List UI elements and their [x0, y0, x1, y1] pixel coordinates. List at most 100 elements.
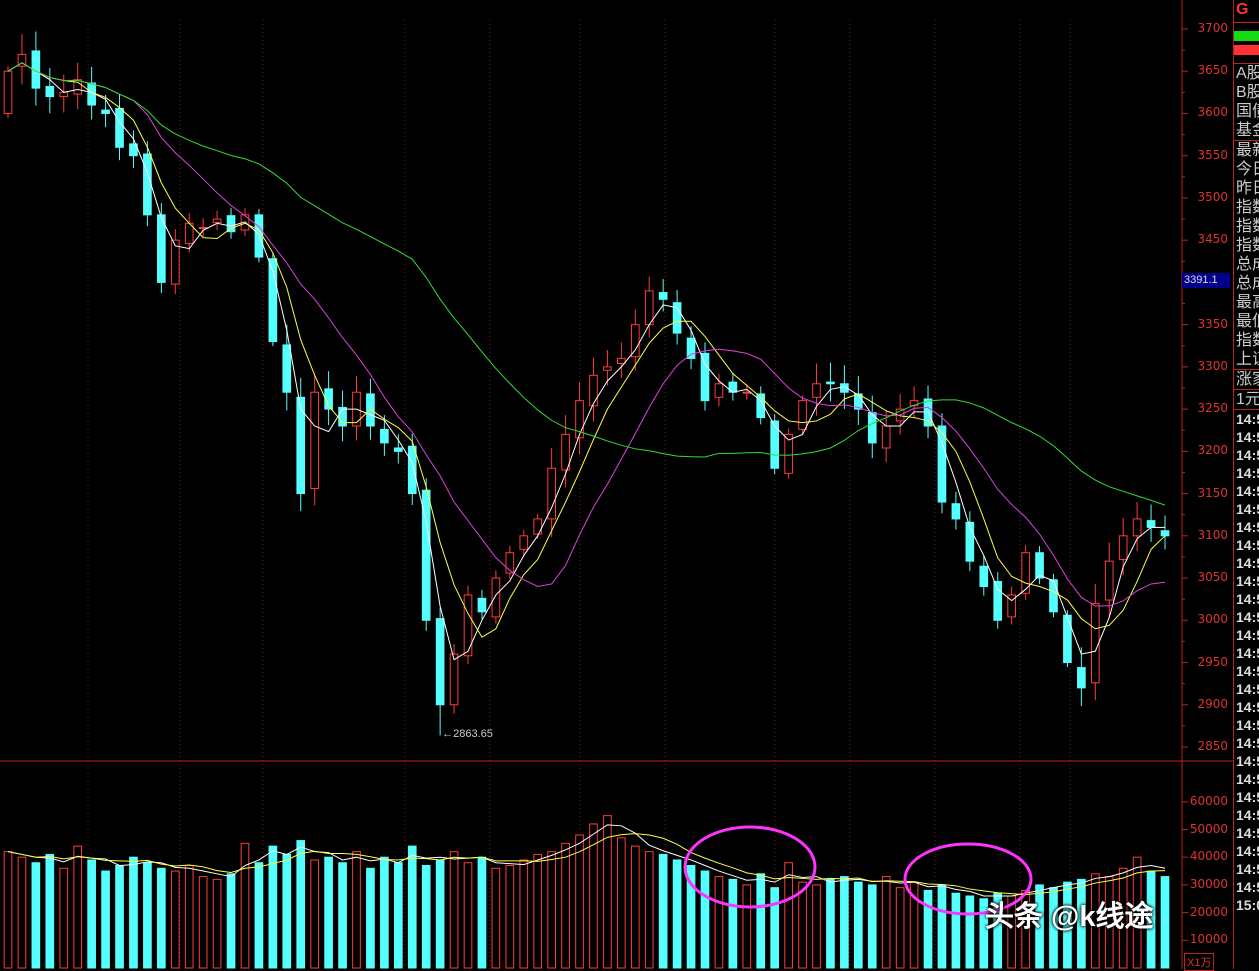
volume-bar [115, 865, 124, 969]
green-bar [1234, 31, 1259, 41]
side-time: 14:5 [1236, 771, 1259, 787]
side-row-label: 总成 [1236, 275, 1259, 292]
price-tick-label: 2950 [1197, 654, 1228, 669]
moving-averages [7, 62, 1166, 661]
candle-down [282, 344, 292, 393]
price-tick-label: 3050 [1197, 570, 1228, 585]
price-tick-label: 3150 [1197, 485, 1228, 500]
candle-up [59, 91, 69, 98]
side-time: 14:5 [1236, 465, 1259, 481]
volume-bar [533, 853, 543, 969]
volume-bar [240, 842, 250, 969]
volume-bar [435, 859, 445, 969]
price-tick-label: 3700 [1197, 21, 1228, 35]
candle-down [366, 393, 375, 427]
volume-bar [1132, 856, 1142, 969]
candle-down [115, 107, 124, 148]
candle-up [73, 79, 83, 95]
volume-bar [728, 878, 738, 969]
candle-up [784, 433, 793, 474]
side-header: G [1234, 0, 1259, 23]
volume-bar [714, 876, 724, 969]
side-time: 14:5 [1236, 447, 1259, 463]
volume-bar [1035, 884, 1044, 969]
volume-bar [1160, 876, 1170, 969]
side-row-label: 最低 [1236, 313, 1259, 330]
side-time: 14:5 [1236, 861, 1259, 877]
side-row-label: 国债 [1236, 103, 1259, 120]
candle-up [533, 518, 543, 535]
ma-line-5 [7, 62, 1166, 638]
candle-down [951, 503, 961, 520]
volume-bar [477, 856, 487, 969]
volume-bar [59, 867, 69, 969]
side-row-label: 1元 [1234, 389, 1259, 408]
candle-down [254, 214, 264, 258]
price-tick-label: 2850 [1197, 739, 1228, 753]
volume-bar [867, 884, 877, 969]
candle-down [728, 381, 738, 393]
side-time: 14:5 [1236, 483, 1259, 499]
side-time: 14:5 [1236, 609, 1259, 625]
candle-down [129, 143, 138, 157]
volume-bar [282, 853, 292, 969]
volume-bar [212, 878, 222, 969]
candle-down [770, 420, 780, 469]
candle-up [1118, 535, 1128, 560]
volume-bar [1118, 867, 1128, 969]
volume-tick-label: 30000 [1189, 876, 1228, 891]
volume-bar [352, 851, 361, 969]
price-tick-label: 3300 [1197, 358, 1228, 373]
candle-up [909, 400, 919, 407]
volume-ma-line [7, 824, 1166, 897]
volume-ma-line [7, 833, 1166, 896]
candle-up [575, 400, 584, 439]
red-bar [1234, 45, 1259, 55]
axis-ticks [1182, 28, 1188, 941]
candle-down [31, 50, 41, 89]
volume-bar [296, 840, 306, 969]
volume-bar [965, 895, 975, 969]
volume-bar [310, 859, 320, 969]
candle-down [658, 292, 668, 300]
volume-bar [895, 887, 905, 969]
volume-bar [575, 834, 584, 969]
candle-up [198, 227, 208, 230]
volume-unit-label: X1万 [1184, 953, 1215, 971]
side-time: 14:5 [1236, 627, 1259, 643]
volume-tick-label: 40000 [1189, 849, 1228, 864]
volume-bar [756, 873, 766, 969]
volume-bar [268, 845, 278, 969]
volume-bar [338, 862, 347, 969]
candle-up [310, 391, 320, 490]
volume-bar [672, 859, 682, 969]
side-time: 14:5 [1236, 663, 1259, 679]
candle-down [979, 565, 989, 588]
candle-up [603, 366, 612, 371]
volume-bar [17, 856, 27, 969]
candle-down [937, 425, 947, 503]
candle-down [477, 597, 487, 613]
candle-up [505, 552, 515, 574]
watermark: 头条 @k线途 [985, 901, 1154, 933]
side-time: 14:5 [1236, 789, 1259, 805]
candle-up [742, 391, 752, 394]
volume-bar [449, 851, 459, 969]
volume-bar [603, 815, 612, 969]
candle-down [686, 337, 696, 359]
price-tick-label: 3600 [1197, 105, 1228, 120]
candle-down [143, 153, 152, 216]
volume-bar [157, 867, 166, 969]
volume-bar [1090, 873, 1100, 969]
candle-down [226, 215, 236, 233]
candle-down [1160, 530, 1170, 537]
candle-down [672, 302, 682, 334]
side-time: 14:5 [1236, 843, 1259, 859]
volume-bar [644, 851, 654, 969]
price-tick-label: 2900 [1197, 696, 1228, 711]
price-tick-label: 3250 [1197, 401, 1228, 416]
side-row-label: 指数 [1236, 332, 1259, 349]
candle-up [3, 70, 13, 114]
side-time: 14:5 [1236, 681, 1259, 697]
